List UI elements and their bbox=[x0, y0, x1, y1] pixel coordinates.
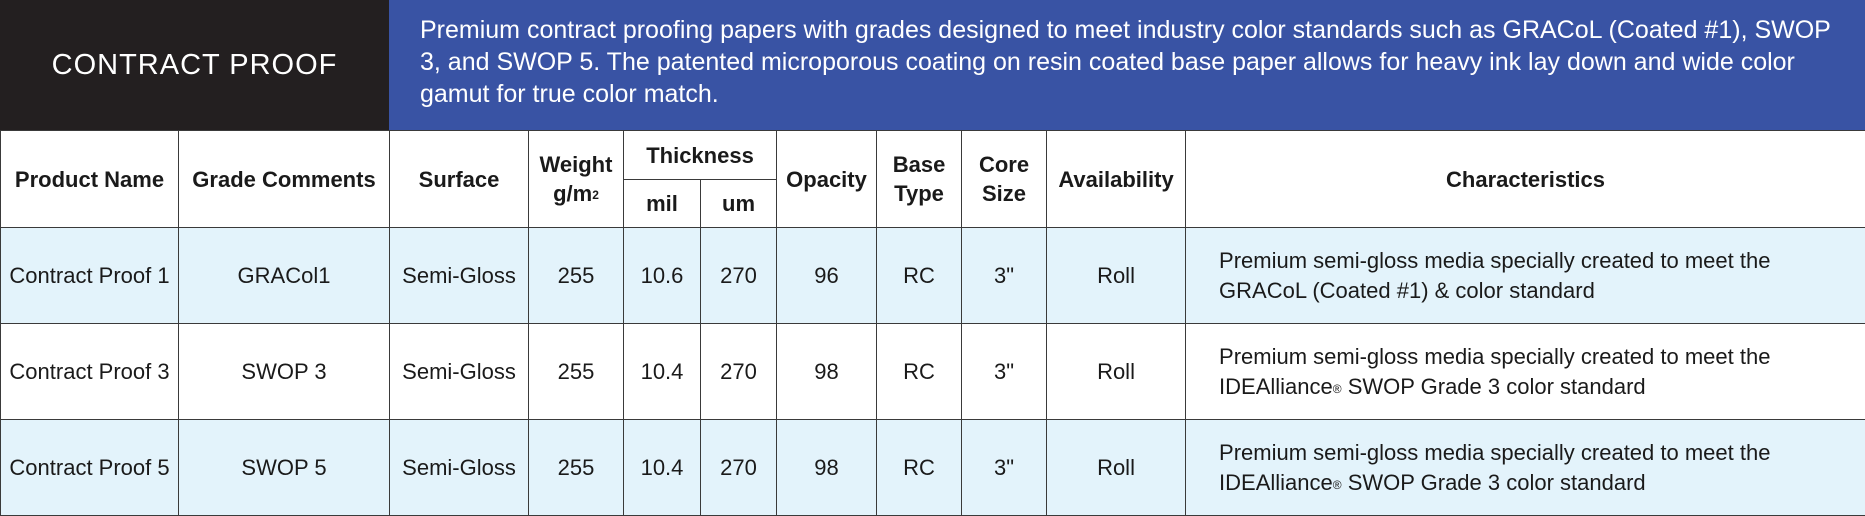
spec-table: Product Name Grade Comments Surface Weig… bbox=[0, 130, 1865, 516]
weight-unit-superscript: 2 bbox=[592, 188, 599, 202]
cell-weight: 255 bbox=[529, 324, 624, 420]
header-core-label: Core bbox=[962, 150, 1046, 179]
cell-characteristics: Premium semi-gloss media specially creat… bbox=[1186, 324, 1865, 420]
cell-base-type: RC bbox=[877, 420, 962, 516]
cell-core-size: 3" bbox=[962, 228, 1047, 324]
weight-unit-text: g/m bbox=[553, 181, 592, 206]
header-product-name: Product Name bbox=[1, 131, 179, 228]
header-grade-comments: Grade Comments bbox=[179, 131, 390, 228]
cell-product-name: Contract Proof 1 bbox=[1, 228, 179, 324]
cell-mil: 10.4 bbox=[624, 324, 701, 420]
cell-um: 270 bbox=[701, 420, 777, 516]
cell-opacity: 98 bbox=[777, 420, 877, 516]
header-um: um bbox=[701, 180, 777, 228]
characteristics-line-2: IDEAlliance® SWOP Grade 3 color standard bbox=[1219, 372, 1865, 402]
header-row: Product Name Grade Comments Surface Weig… bbox=[1, 131, 1865, 180]
header-mil: mil bbox=[624, 180, 701, 228]
cell-opacity: 96 bbox=[777, 228, 877, 324]
cell-mil: 10.6 bbox=[624, 228, 701, 324]
characteristics-line-1: Premium semi-gloss media specially creat… bbox=[1219, 246, 1865, 276]
characteristics-line-1: Premium semi-gloss media specially creat… bbox=[1219, 438, 1865, 468]
standard-text: SWOP Grade 3 color standard bbox=[1342, 470, 1646, 495]
cell-surface: Semi-Gloss bbox=[390, 420, 529, 516]
cell-availability: Roll bbox=[1047, 228, 1186, 324]
table-row: Contract Proof 3 SWOP 3 Semi-Gloss 255 1… bbox=[1, 324, 1865, 420]
cell-um: 270 bbox=[701, 324, 777, 420]
cell-availability: Roll bbox=[1047, 420, 1186, 516]
cell-grade: SWOP 5 bbox=[179, 420, 390, 516]
cell-product-name: Contract Proof 5 bbox=[1, 420, 179, 516]
banner: CONTRACT PROOF Premium contract proofing… bbox=[0, 0, 1865, 130]
section-description: Premium contract proofing papers with gr… bbox=[389, 0, 1865, 130]
characteristics-line-1: Premium semi-gloss media specially creat… bbox=[1219, 342, 1865, 372]
characteristics-line-2: GRACoL (Coated #1) & color standard bbox=[1219, 276, 1865, 306]
header-characteristics: Characteristics bbox=[1186, 131, 1865, 228]
header-weight-label: Weight bbox=[529, 150, 623, 179]
cell-grade: GRACol1 bbox=[179, 228, 390, 324]
cell-core-size: 3" bbox=[962, 420, 1047, 516]
cell-opacity: 98 bbox=[777, 324, 877, 420]
header-opacity: Opacity bbox=[777, 131, 877, 228]
header-weight-unit: g/m2 bbox=[529, 179, 623, 208]
cell-um: 270 bbox=[701, 228, 777, 324]
registered-mark: ® bbox=[1333, 478, 1342, 492]
header-core-size: Core Size bbox=[962, 131, 1047, 228]
header-surface: Surface bbox=[390, 131, 529, 228]
cell-characteristics: Premium semi-gloss media specially creat… bbox=[1186, 420, 1865, 516]
standard-text: SWOP Grade 3 color standard bbox=[1342, 374, 1646, 399]
header-availability: Availability bbox=[1047, 131, 1186, 228]
header-base-label: Base bbox=[877, 150, 961, 179]
brand-text: IDEAlliance bbox=[1219, 470, 1333, 495]
cell-characteristics: Premium semi-gloss media specially creat… bbox=[1186, 228, 1865, 324]
table-row: Contract Proof 1 GRACol1 Semi-Gloss 255 … bbox=[1, 228, 1865, 324]
header-weight: Weight g/m2 bbox=[529, 131, 624, 228]
cell-weight: 255 bbox=[529, 420, 624, 516]
cell-mil: 10.4 bbox=[624, 420, 701, 516]
cell-product-name: Contract Proof 3 bbox=[1, 324, 179, 420]
header-base-type: Base Type bbox=[877, 131, 962, 228]
brand-text: IDEAlliance bbox=[1219, 374, 1333, 399]
header-thickness: Thickness bbox=[624, 131, 777, 180]
cell-base-type: RC bbox=[877, 228, 962, 324]
cell-availability: Roll bbox=[1047, 324, 1186, 420]
registered-mark: ® bbox=[1333, 382, 1342, 396]
header-size-label: Size bbox=[962, 179, 1046, 208]
cell-surface: Semi-Gloss bbox=[390, 324, 529, 420]
table-row: Contract Proof 5 SWOP 5 Semi-Gloss 255 1… bbox=[1, 420, 1865, 516]
cell-grade: SWOP 3 bbox=[179, 324, 390, 420]
characteristics-line-2: IDEAlliance® SWOP Grade 3 color standard bbox=[1219, 468, 1865, 498]
section-title: CONTRACT PROOF bbox=[0, 0, 389, 130]
cell-base-type: RC bbox=[877, 324, 962, 420]
cell-surface: Semi-Gloss bbox=[390, 228, 529, 324]
cell-core-size: 3" bbox=[962, 324, 1047, 420]
cell-weight: 255 bbox=[529, 228, 624, 324]
header-type-label: Type bbox=[877, 179, 961, 208]
